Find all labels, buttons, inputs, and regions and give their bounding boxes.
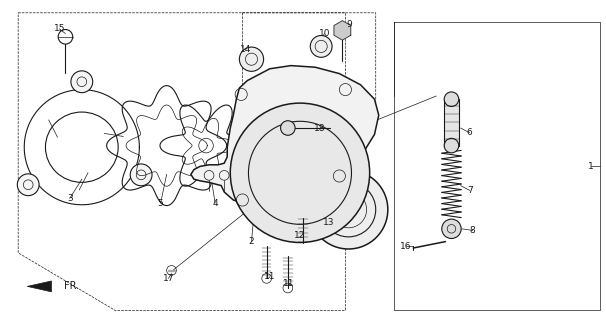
Ellipse shape — [18, 174, 39, 196]
Ellipse shape — [230, 103, 370, 243]
Ellipse shape — [239, 47, 264, 71]
Text: FR.: FR. — [64, 281, 79, 292]
Ellipse shape — [444, 138, 459, 153]
Polygon shape — [27, 281, 52, 292]
Text: 11: 11 — [264, 272, 275, 281]
Text: 17: 17 — [163, 274, 174, 283]
Text: 4: 4 — [212, 199, 218, 208]
Text: 7: 7 — [467, 186, 473, 195]
Ellipse shape — [310, 36, 332, 57]
Text: 13: 13 — [324, 218, 335, 227]
Ellipse shape — [444, 92, 459, 107]
Text: 6: 6 — [467, 128, 473, 137]
Bar — [168, 270, 175, 271]
Text: 16: 16 — [401, 242, 411, 251]
Text: 12: 12 — [295, 231, 305, 240]
Text: 9: 9 — [347, 20, 353, 28]
Text: 2: 2 — [248, 237, 255, 246]
Ellipse shape — [309, 170, 388, 249]
Polygon shape — [444, 99, 459, 146]
Text: 18: 18 — [315, 124, 325, 132]
Text: 15: 15 — [54, 24, 65, 33]
Text: 5: 5 — [158, 199, 164, 208]
Ellipse shape — [71, 71, 93, 93]
Ellipse shape — [130, 164, 152, 186]
Ellipse shape — [442, 219, 461, 238]
Text: 14: 14 — [240, 45, 251, 54]
Polygon shape — [334, 21, 351, 40]
Polygon shape — [191, 66, 379, 206]
Text: 8: 8 — [470, 226, 476, 235]
Text: 10: 10 — [319, 29, 330, 38]
Text: 1: 1 — [588, 162, 594, 171]
Text: 11: 11 — [284, 279, 295, 288]
Text: 3: 3 — [67, 194, 73, 203]
Ellipse shape — [281, 121, 295, 135]
